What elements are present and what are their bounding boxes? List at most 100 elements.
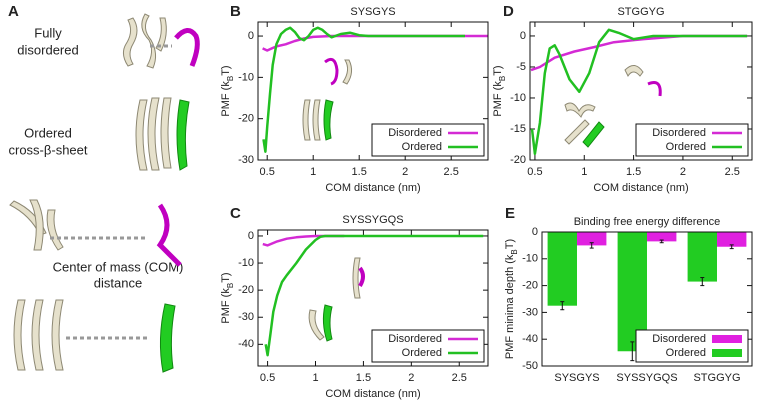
y-tick-label: -20 xyxy=(238,284,254,296)
y-tick-label: 0 xyxy=(248,230,254,242)
legend-swatch xyxy=(712,335,742,343)
bar xyxy=(647,232,677,242)
line-series xyxy=(262,26,465,153)
x-axis-label: COM distance (nm) xyxy=(325,182,420,194)
y-axis-label: PMF minima depth (kBT) xyxy=(504,239,519,359)
caption: cross-β-sheet xyxy=(9,142,88,157)
y-tick-label: 0 xyxy=(520,30,526,42)
line-series xyxy=(262,34,488,52)
x-tick-label: 2 xyxy=(680,166,686,178)
y-axis-label-part: B xyxy=(226,283,235,288)
x-tick-label: 2.5 xyxy=(452,372,467,384)
legend-label: Disordered xyxy=(652,127,706,139)
panel-label: A xyxy=(8,3,19,20)
line-series xyxy=(262,234,345,247)
y-tick-label: -5 xyxy=(516,61,526,73)
y-axis-label-part: T) xyxy=(492,65,504,75)
y-axis-label-part: PMF (k xyxy=(492,81,504,117)
panel-label: B xyxy=(230,3,241,20)
x-tick-label: 0.5 xyxy=(527,166,542,178)
x-tick-label: 0.5 xyxy=(260,372,275,384)
y-axis-label: PMF (kBT) xyxy=(220,65,235,116)
y-tick-label: -40 xyxy=(238,338,254,350)
legend-label: Disordered xyxy=(652,333,706,345)
x-tick-label: 2.5 xyxy=(725,166,740,178)
chart-title: STGGYG xyxy=(617,6,664,18)
y-tick-label: -30 xyxy=(238,154,254,166)
caption: distance xyxy=(94,275,142,290)
x-tick-label: SYSSYGQS xyxy=(616,372,677,384)
caption: Center of mass (COM) xyxy=(53,259,184,274)
x-tick-label: 2 xyxy=(402,166,408,178)
bar xyxy=(687,232,717,282)
y-axis-label-part: PMF minima depth (k xyxy=(504,254,516,359)
y-tick-label: -30 xyxy=(522,306,538,318)
x-axis-label: COM distance (nm) xyxy=(325,388,420,400)
chart-title: SYSSYGQS xyxy=(342,214,403,226)
y-tick-label: -10 xyxy=(510,92,526,104)
plot-frame xyxy=(541,231,753,367)
panel-label: D xyxy=(503,3,514,20)
y-tick-label: 0 xyxy=(248,30,254,42)
x-tick-label: STGGYG xyxy=(693,372,740,384)
illustration xyxy=(9,13,662,373)
x-tick-label: 1.5 xyxy=(356,372,371,384)
legend-label: Ordered xyxy=(666,141,706,153)
legend-box xyxy=(371,123,485,157)
legend-label: Ordered xyxy=(402,347,442,359)
y-axis-label-part: B xyxy=(226,76,235,81)
legend-label: Ordered xyxy=(402,141,442,153)
y-axis-label-part: B xyxy=(510,249,519,254)
x-tick-label: SYSGYS xyxy=(554,372,599,384)
line-series xyxy=(530,28,748,156)
y-axis-label-part: T) xyxy=(220,65,232,75)
plot-frame xyxy=(257,21,489,161)
legend-label: Disordered xyxy=(388,127,442,139)
y-tick-label: -20 xyxy=(510,154,526,166)
legend-box xyxy=(635,123,749,157)
y-axis-label-part: PMF (k xyxy=(220,288,232,324)
caption: Ordered xyxy=(24,125,72,140)
y-axis-label-part: T) xyxy=(220,272,232,282)
y-tick-label: -10 xyxy=(238,71,254,83)
panel-label: C xyxy=(230,205,241,222)
y-tick-label: -20 xyxy=(238,113,254,125)
x-tick-label: 2.5 xyxy=(444,166,459,178)
legend-swatch xyxy=(712,349,742,357)
caption: disordered xyxy=(17,42,78,57)
bar xyxy=(717,232,747,247)
bar xyxy=(577,232,607,246)
y-tick-label: -15 xyxy=(510,123,526,135)
x-tick-label: 1 xyxy=(312,372,318,384)
y-axis-label-part: B xyxy=(498,76,507,81)
legend-label: Disordered xyxy=(388,333,442,345)
chart-title: SYSGYS xyxy=(350,6,395,18)
y-axis-label-part: T) xyxy=(504,239,516,249)
x-tick-label: 1 xyxy=(310,166,316,178)
y-tick-label: -10 xyxy=(522,253,538,265)
caption: Fully xyxy=(34,25,62,40)
bar xyxy=(547,232,577,306)
x-axis-label: COM distance (nm) xyxy=(593,182,688,194)
y-tick-label: -30 xyxy=(238,311,254,323)
x-tick-label: 1.5 xyxy=(626,166,641,178)
panel-label: E xyxy=(505,205,515,222)
legend-label: Ordered xyxy=(666,347,706,359)
y-axis-label: PMF (kBT) xyxy=(492,65,507,116)
y-tick-label: -20 xyxy=(522,280,538,292)
y-tick-label: -50 xyxy=(522,360,538,372)
plot-frame xyxy=(257,229,489,367)
y-tick-label: 0 xyxy=(532,226,538,238)
y-tick-label: -10 xyxy=(238,257,254,269)
chart-title: Binding free energy difference xyxy=(574,216,721,228)
plot-frame xyxy=(529,21,753,161)
y-tick-label: -40 xyxy=(522,333,538,345)
x-tick-label: 1 xyxy=(581,166,587,178)
x-tick-label: 1.5 xyxy=(352,166,367,178)
y-axis-label-part: PMF (k xyxy=(220,81,232,117)
line-series xyxy=(264,234,484,357)
x-tick-label: 2 xyxy=(408,372,414,384)
y-axis-label: PMF (kBT) xyxy=(220,272,235,323)
legend-box xyxy=(371,329,485,363)
